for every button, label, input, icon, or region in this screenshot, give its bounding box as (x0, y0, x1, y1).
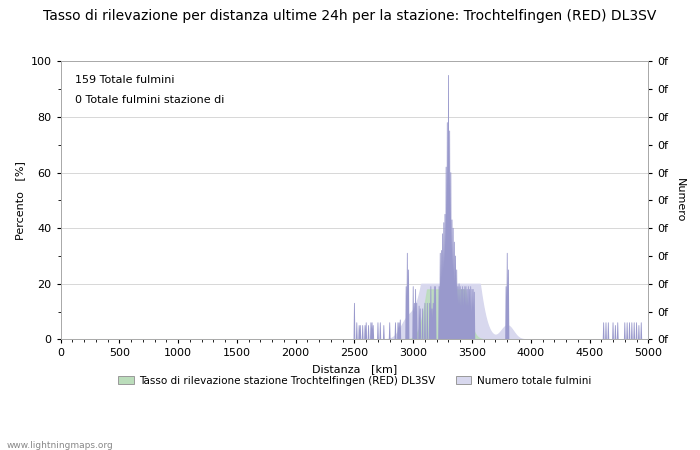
Legend: Tasso di rilevazione stazione Trochtelfingen (RED) DL3SV, Numero totale fulmini: Tasso di rilevazione stazione Trochtelfi… (113, 371, 595, 390)
Y-axis label: Percento   [%]: Percento [%] (15, 161, 25, 240)
Text: 159 Totale fulmini: 159 Totale fulmini (76, 76, 175, 86)
Y-axis label: Numero: Numero (675, 178, 685, 223)
Text: Tasso di rilevazione per distanza ultime 24h per la stazione: Trochtelfingen (RE: Tasso di rilevazione per distanza ultime… (43, 9, 657, 23)
Text: www.lightningmaps.org: www.lightningmaps.org (7, 441, 113, 450)
Text: 0 Totale fulmini stazione di: 0 Totale fulmini stazione di (76, 95, 225, 105)
X-axis label: Distanza   [km]: Distanza [km] (312, 364, 397, 374)
